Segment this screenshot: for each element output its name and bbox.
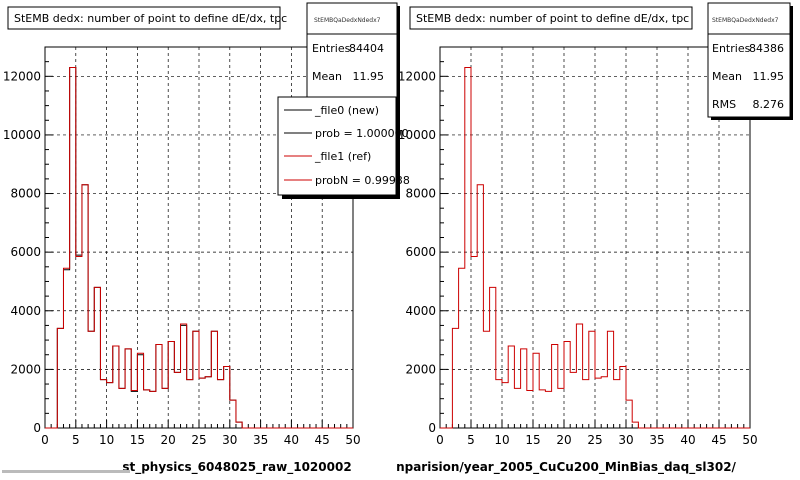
stats-mean-value-left: 11.95	[353, 70, 385, 83]
y-tick-label: 10000	[398, 128, 436, 142]
stats-entries-value-left: 84404	[349, 42, 384, 55]
legend-entry: _file1 (ref)	[284, 150, 371, 163]
x-tick-label: 0	[41, 433, 49, 447]
stats-entries-label-right: Entries	[712, 42, 751, 55]
stats-rms-label-right: RMS	[712, 98, 736, 111]
chart-title-right: StEMB dedx: number of point to define dE…	[416, 12, 689, 25]
x-tick-label: 25	[191, 433, 206, 447]
stats-mean-value-right: 11.95	[753, 70, 785, 83]
x-tick-label: 10	[494, 433, 509, 447]
x-tick-label: 15	[525, 433, 540, 447]
x-tick-label: 20	[556, 433, 571, 447]
legend-entry: probN = 0.99938	[284, 174, 410, 187]
x-tick-label: 45	[315, 433, 330, 447]
histogram-series	[440, 67, 750, 429]
chart-title-left: StEMB dedx: number of point to define dE…	[14, 12, 287, 25]
stats-entries-value-right: 84386	[749, 42, 784, 55]
grid-right	[440, 47, 750, 428]
clipped-footer-text	[2, 470, 130, 473]
x-axis-title-left: st_physics_6048025_raw_1020002	[122, 460, 351, 475]
title-box-right	[409, 6, 693, 30]
axis-ticks-left: 0 5 10 15 20 25 30 35 40 45 50 0 2000 4000 6000 8000 100…	[3, 46, 361, 447]
x-tick-label: 30	[222, 433, 237, 447]
x-tick-label: 25	[587, 433, 602, 447]
stats-name-right: StEMBQaDedxNdedx7	[712, 17, 779, 24]
y-tick-label: 12000	[398, 69, 436, 83]
legend-entry: prob = 1.000000	[284, 127, 409, 140]
x-tick-label: 5	[467, 433, 475, 447]
y-tick-label: 0	[428, 421, 436, 435]
x-tick-label: 35	[649, 433, 664, 447]
y-tick-label: 2000	[10, 362, 41, 376]
title-box-left	[7, 6, 281, 30]
panel-left: 0 5 10 15 20 25 30 35 40 45 50 0 2000 4000 6000 8000 100…	[3, 2, 410, 475]
x-tick-label: 20	[161, 433, 176, 447]
x-tick-label: 0	[436, 433, 444, 447]
x-tick-label: 30	[618, 433, 633, 447]
x-tick-label: 45	[711, 433, 726, 447]
axis-ticks-right: 0 5 10 15 20 25 30 35 40 45 50 0 2000 4000 6000 8000 100…	[398, 46, 758, 447]
legend-entry: _file0 (new)	[284, 104, 379, 117]
y-tick-label: 10000	[3, 128, 41, 142]
y-tick-label: 6000	[405, 245, 436, 259]
stats-box-right	[707, 2, 791, 118]
legend-label: _file0 (new)	[314, 104, 379, 117]
y-tick-label: 8000	[10, 187, 41, 201]
histogram-series	[45, 67, 353, 429]
y-tick-label: 2000	[405, 362, 436, 376]
legend-box-left	[277, 96, 397, 196]
legend-label: _file1 (ref)	[314, 150, 371, 163]
x-tick-label: 40	[680, 433, 695, 447]
y-tick-label: 0	[33, 421, 41, 435]
y-tick-label: 4000	[405, 304, 436, 318]
y-tick-label: 4000	[10, 304, 41, 318]
histograms-left	[45, 67, 353, 429]
panel-right: 0 5 10 15 20 25 30 35 40 45 50 0 2000 4000 6000 8000 100…	[396, 2, 793, 475]
y-tick-label: 6000	[10, 245, 41, 259]
stats-mean-label-right: Mean	[712, 70, 742, 83]
x-tick-label: 5	[72, 433, 80, 447]
legend-label: probN = 0.99938	[315, 174, 410, 187]
y-tick-label: 8000	[405, 187, 436, 201]
legend-label: prob = 1.000000	[315, 127, 409, 140]
stats-mean-label-left: Mean	[312, 70, 342, 83]
y-tick-label: 12000	[3, 69, 41, 83]
x-tick-label: 40	[284, 433, 299, 447]
stats-name-left: StEMBQaDedxNdedx7	[314, 17, 381, 24]
histograms-right	[440, 67, 750, 429]
x-tick-label: 50	[345, 433, 360, 447]
x-tick-label: 10	[99, 433, 114, 447]
stats-rms-value-right: 8.276	[753, 98, 785, 111]
stats-entries-label-left: Entries	[312, 42, 351, 55]
x-tick-label: 35	[253, 433, 268, 447]
x-axis-title-right: nparision/year_2005_CuCu200_MinBias_daq_…	[396, 460, 736, 475]
x-tick-label: 50	[742, 433, 757, 447]
x-tick-label: 15	[130, 433, 145, 447]
